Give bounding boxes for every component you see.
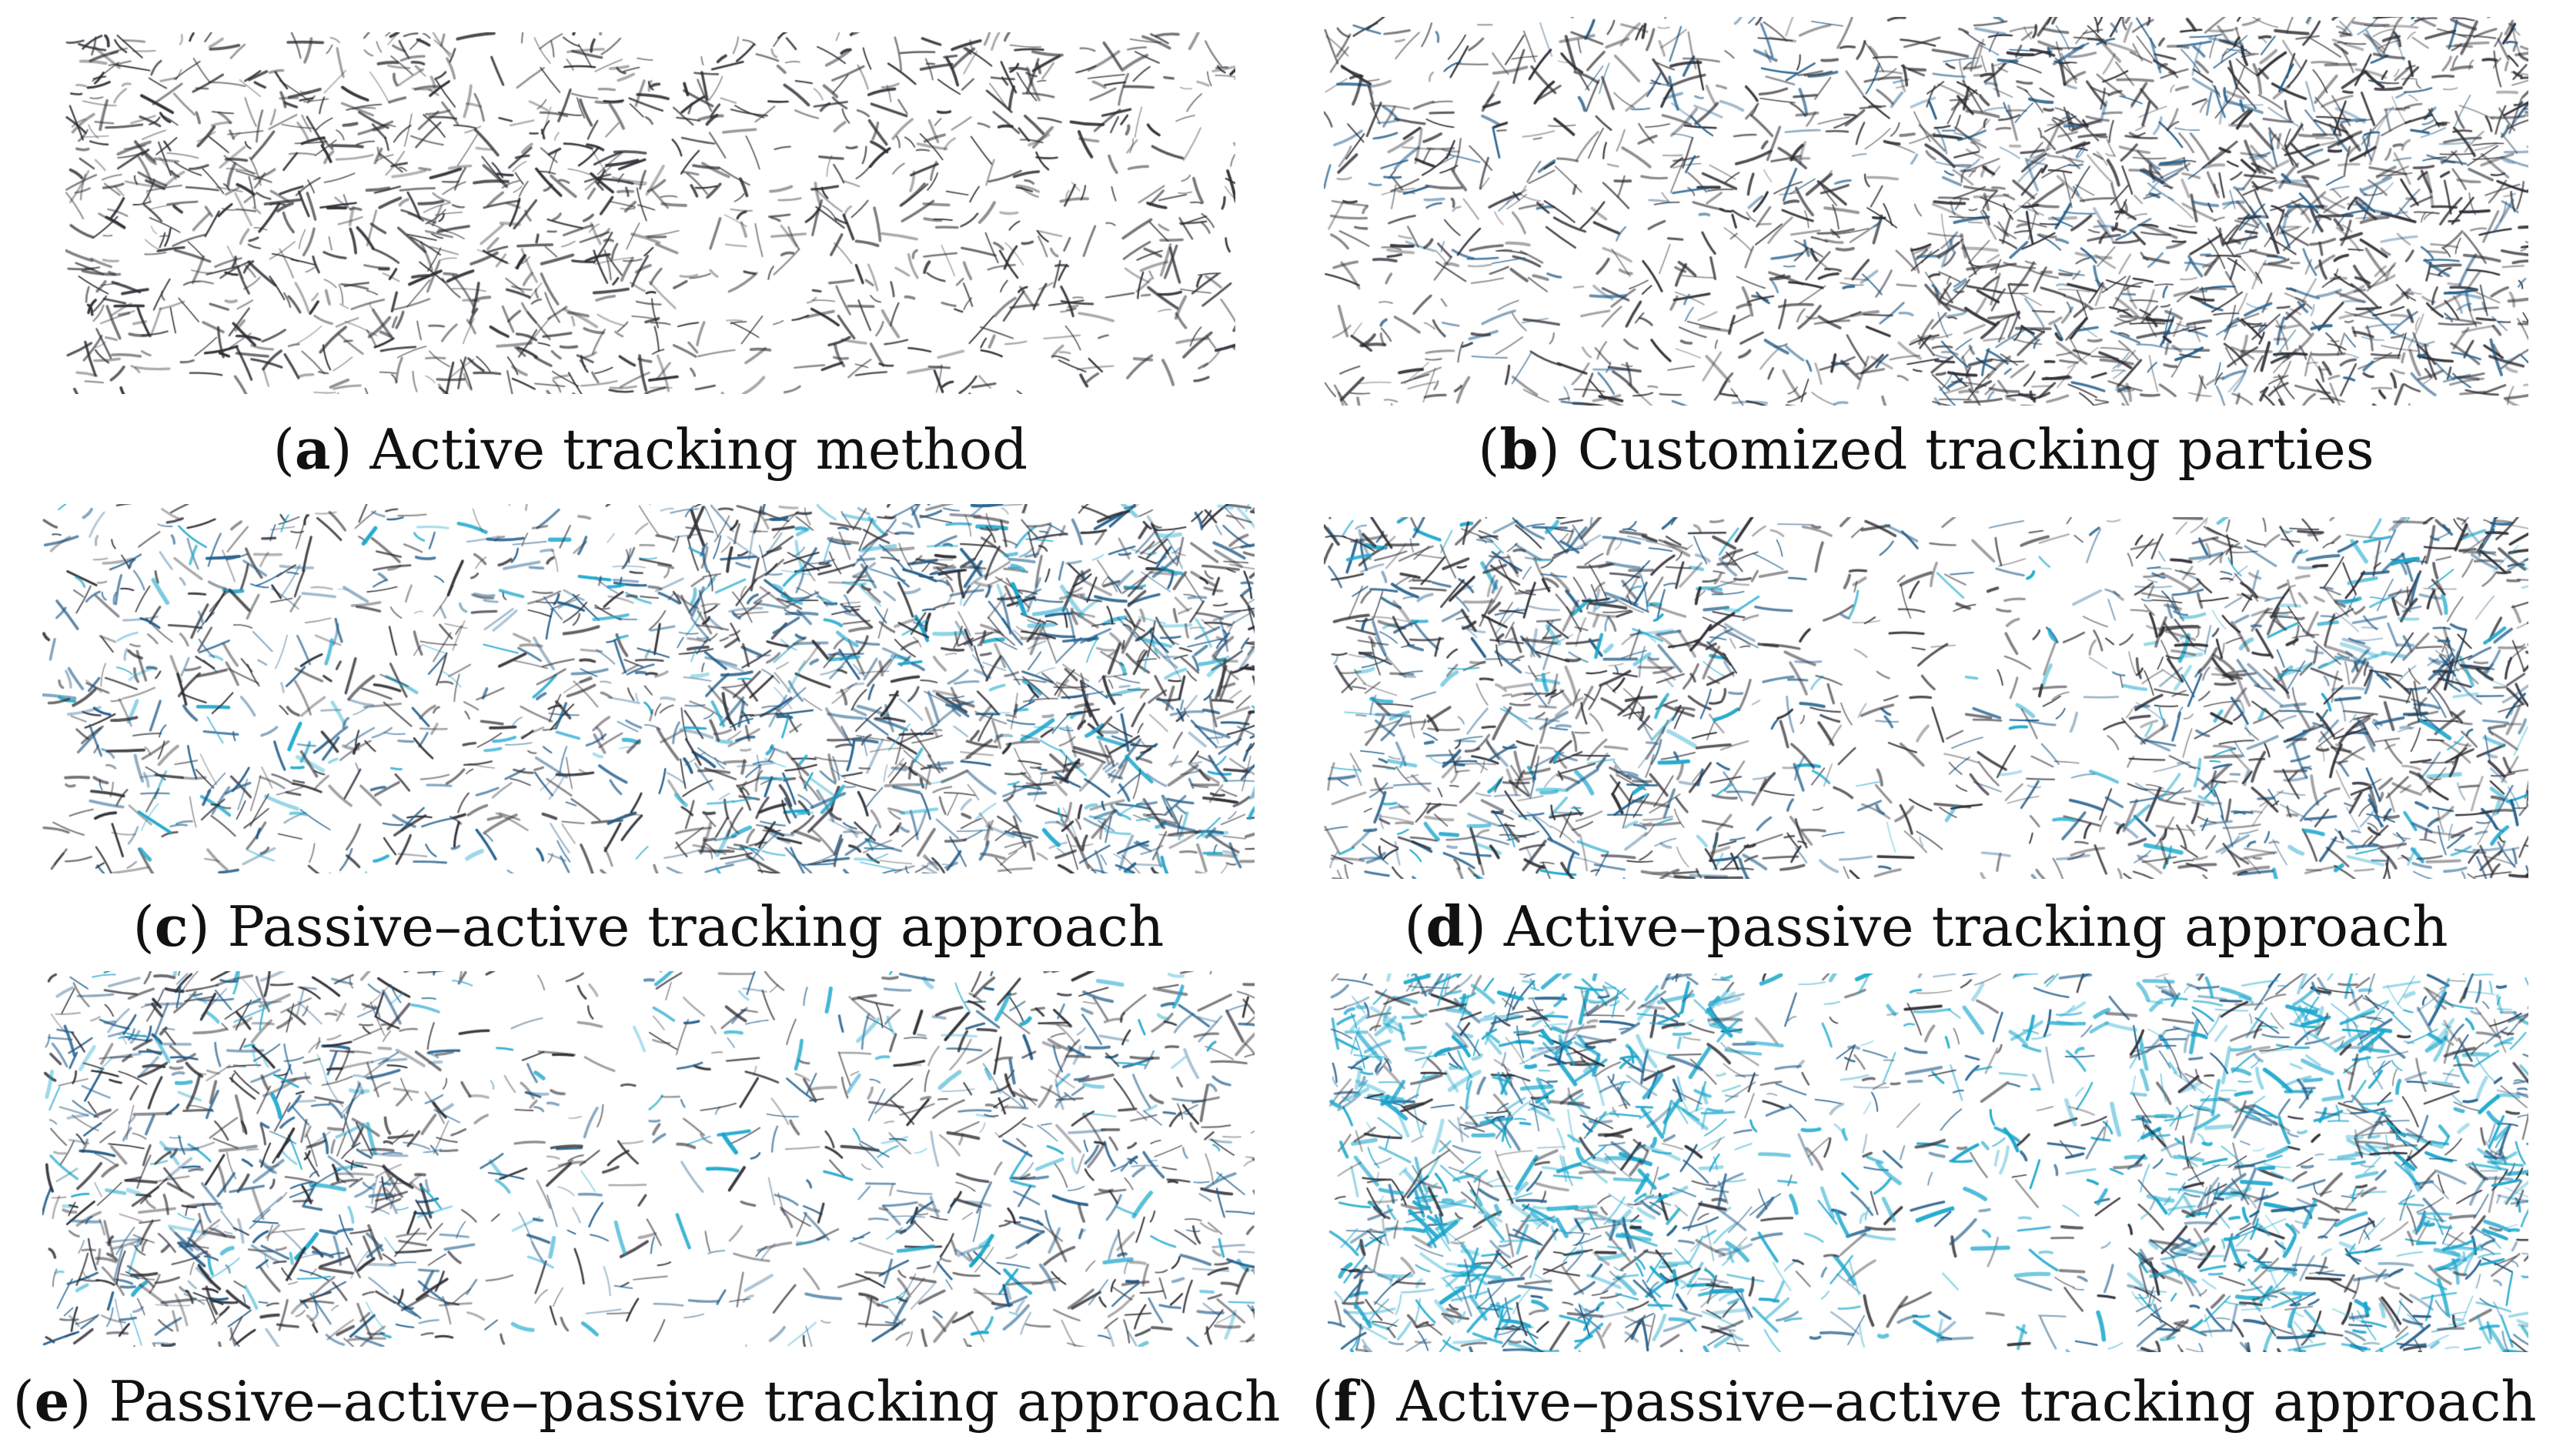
- panel-f-image: [1328, 973, 2528, 1352]
- fracture-map-e: [42, 971, 1255, 1347]
- panel-a-image: [65, 32, 1235, 394]
- fracture-map-c: [42, 504, 1255, 873]
- panel-e-image: [42, 971, 1255, 1347]
- caption-a: (a) Active tracking method: [272, 416, 1028, 482]
- panel-c-image: [42, 504, 1255, 873]
- panel-b-image: [1324, 17, 2528, 406]
- fracture-map-a: [65, 32, 1235, 394]
- caption-f: (f) Active–passive–active tracking appro…: [1312, 1368, 2537, 1434]
- fracture-map-b: [1324, 17, 2528, 406]
- caption-b: (b) Customized tracking parties: [1478, 416, 2374, 482]
- fracture-map-d: [1324, 517, 2528, 879]
- caption-e: (e) Passive–active–passive tracking appr…: [12, 1368, 1281, 1434]
- caption-c: (c) Passive–active tracking approach: [132, 893, 1165, 959]
- fracture-map-f: [1328, 973, 2528, 1352]
- caption-d: (d) Active–passive tracking approach: [1404, 893, 2448, 959]
- panel-d-image: [1324, 517, 2528, 879]
